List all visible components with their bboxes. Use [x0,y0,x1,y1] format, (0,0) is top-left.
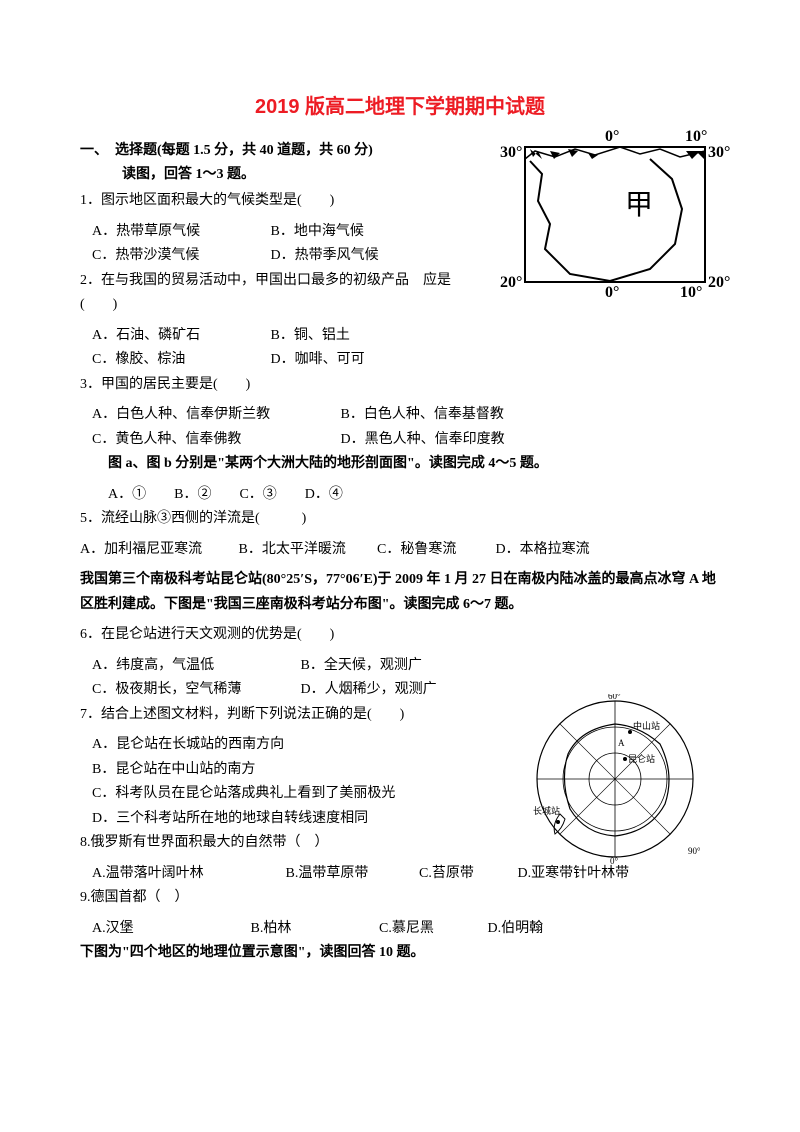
q4-opts: A．① B．② C．③ D．④ [108,483,720,508]
svg-text:10°: 10° [685,129,707,145]
svg-text:30°: 30° [500,144,522,161]
map-algeria: 0° 10° 30° 30° 20° 20° 0° 10° 甲 [500,129,730,299]
q1-opts-row2: C．热带沙漠气候 D．热带季风气候 [92,244,472,269]
svg-text:0°: 0° [605,284,619,299]
svg-text:昆仑站: 昆仑站 [628,753,655,764]
q6-opts-row2: C．极夜期长，空气稀薄 D．人烟稀少，观测广 [92,678,472,703]
svg-text:长城站: 长城站 [533,805,560,816]
q1-stem: 1．图示地区面积最大的气候类型是( ) [80,189,460,214]
q6-opts-row1: A．纬度高，气温低 B．全天候，观测广 [92,654,472,679]
q1-opts-row1: A．热带草原气候 B．地中海气候 [92,220,472,245]
intro-4-5: 图 a、图 b 分别是"某两个大洲大陆的地形剖面图"。读图完成 4～5 题。 [108,452,720,477]
svg-text:90°: 90° [688,846,700,856]
svg-text:0°: 0° [610,856,619,864]
q5-stem: 5．流经山脉③西侧的洋流是( ) [80,507,720,532]
svg-text:0°: 0° [605,129,619,145]
q3-opts-row2: C．黄色人种、信奉佛教 D．黑色人种、信奉印度教 [92,428,720,453]
svg-text:A: A [618,738,625,748]
map-antarctica: 60° 中山站 A 昆仑站 长城站 0° 90° [530,694,700,864]
q2-opts-row2: C．橡胶、棕油 D．咖啡、可可 [92,348,472,373]
q3-stem: 3．甲国的居民主要是( ) [80,373,720,398]
svg-text:30°: 30° [708,144,730,161]
intro-10: 下图为"四个地区的地理位置示意图"，读图回答 10 题。 [80,941,720,966]
q8-opts: A.温带落叶阔叶林 B.温带草原带 C.苔原带 D.亚寒带针叶林带 [92,862,720,887]
q6-stem: 6．在昆仑站进行天文观测的优势是( ) [80,623,460,648]
svg-text:60°: 60° [608,694,621,701]
page-title: 2019 版高二地理下学期期中试题 [80,90,720,119]
q2-opts-row1: A．石油、磷矿石 B．铜、铝土 [92,324,472,349]
q3-opts-row1: A．白色人种、信奉伊斯兰教 B．白色人种、信奉基督教 [92,403,720,428]
svg-text:10°: 10° [680,284,702,299]
q5-opts: A．加利福尼亚寒流 B．北太平洋暖流 C．秘鲁寒流 D．本格拉寒流 [80,538,720,563]
q9-opts: A.汉堡 B.柏林 C.慕尼黑 D.伯明翰 [92,917,720,942]
q2-stem: 2．在与我国的贸易活动中，甲国出口最多的初级产品 应是( ) [80,269,460,318]
content: 0° 10° 30° 30° 20° 20° 0° 10° 甲 一、 选择题(每… [80,139,720,966]
q7-stem: 7．结合上述图文材料，判断下列说法正确的是( ) [80,703,510,728]
svg-text:20°: 20° [500,274,522,291]
intro-6-7: 我国第三个南极科考站昆仑站(80°25′S，77°06′E)于 2009 年 1… [80,568,720,617]
q9-stem: 9.德国首都（ ） [80,886,720,911]
svg-text:甲: 甲 [625,190,653,221]
svg-text:中山站: 中山站 [633,720,660,731]
svg-text:20°: 20° [708,274,730,291]
